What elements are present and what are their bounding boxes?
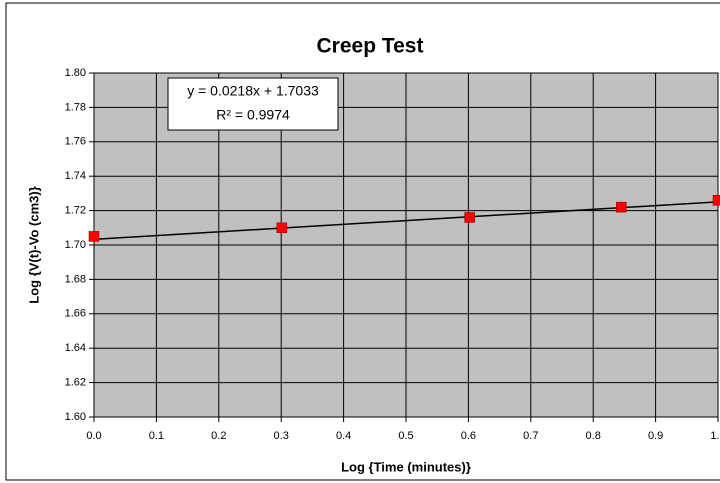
equation-box — [167, 77, 339, 131]
y-tick-label: 1.78 — [65, 101, 86, 113]
marker — [464, 212, 475, 223]
y-tick-label: 1.70 — [65, 239, 86, 251]
x-axis-label: Log {Time (minutes)} — [341, 459, 471, 474]
x-tick-label: 0.7 — [523, 430, 538, 442]
x-tick-label: 0.9 — [648, 430, 663, 442]
y-tick-label: 1.72 — [65, 205, 86, 217]
x-tick-label: 0.5 — [398, 430, 413, 442]
x-tick-label: 1.0 — [710, 430, 720, 442]
y-tick-label: 1.76 — [65, 136, 86, 148]
r-squared: R² = 0.9974 — [216, 107, 290, 123]
y-tick-label: 1.62 — [65, 377, 86, 389]
x-tick-label: 0.8 — [586, 430, 601, 442]
y-tick-label: 1.64 — [65, 342, 86, 354]
y-tick-label: 1.80 — [65, 67, 86, 79]
x-tick-label: 0.2 — [211, 430, 226, 442]
x-tick-label: 0.0 — [86, 430, 101, 442]
y-tick-label: 1.60 — [65, 411, 86, 423]
marker — [712, 195, 720, 206]
marker — [88, 231, 100, 242]
x-tick-label: 0.4 — [336, 430, 351, 442]
trendline-equation: y = 0.0218x + 1.7033 — [187, 83, 319, 99]
y-tick-label: 1.68 — [65, 273, 86, 285]
y-axis-label: Log {V(t)-Vo (cm3)} — [26, 186, 41, 303]
chart-title: Creep Test — [317, 35, 424, 58]
y-tick-label: 1.66 — [65, 308, 86, 320]
marker — [276, 222, 288, 234]
marker — [616, 201, 627, 213]
trendline — [93, 201, 719, 241]
x-tick-label: 0.3 — [274, 430, 289, 442]
y-tick-label: 1.74 — [65, 170, 86, 182]
plot-frame — [93, 72, 719, 418]
x-tick-label: 0.1 — [149, 430, 164, 442]
x-tick-label: 0.6 — [461, 430, 476, 442]
